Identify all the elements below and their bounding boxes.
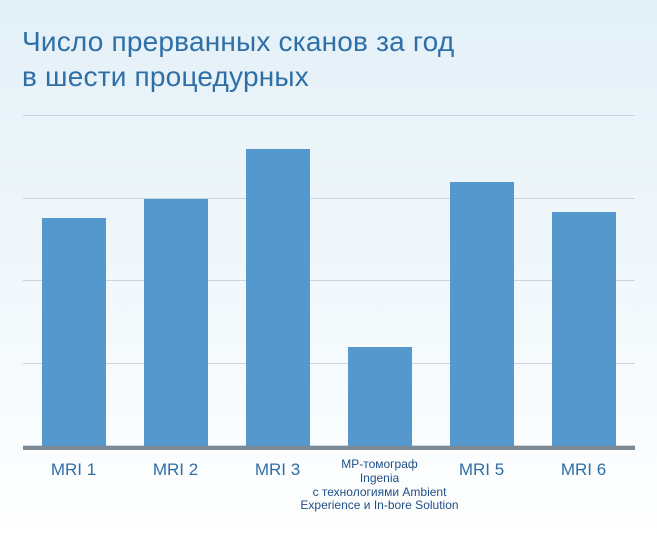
chart: MRI 1MRI 2MRI 3МР-томограф Ingenia с тех…	[23, 116, 635, 506]
chart-x-label: MRI 5	[432, 460, 532, 480]
chart-container: Число прерванных сканов за год в шести п…	[0, 0, 657, 544]
chart-x-label: MRI 6	[534, 460, 634, 480]
chart-bar	[552, 212, 616, 446]
chart-bar	[450, 182, 514, 446]
chart-bars	[23, 116, 635, 446]
chart-bar	[348, 347, 412, 446]
chart-bar	[246, 149, 310, 446]
chart-x-axis	[23, 446, 635, 450]
chart-bar	[144, 199, 208, 447]
chart-bar	[42, 218, 106, 446]
chart-plot-area	[23, 116, 635, 446]
chart-title: Число прерванных сканов за год в шести п…	[22, 24, 635, 94]
chart-x-label: MRI 2	[126, 460, 226, 480]
chart-x-label: MRI 1	[24, 460, 124, 480]
